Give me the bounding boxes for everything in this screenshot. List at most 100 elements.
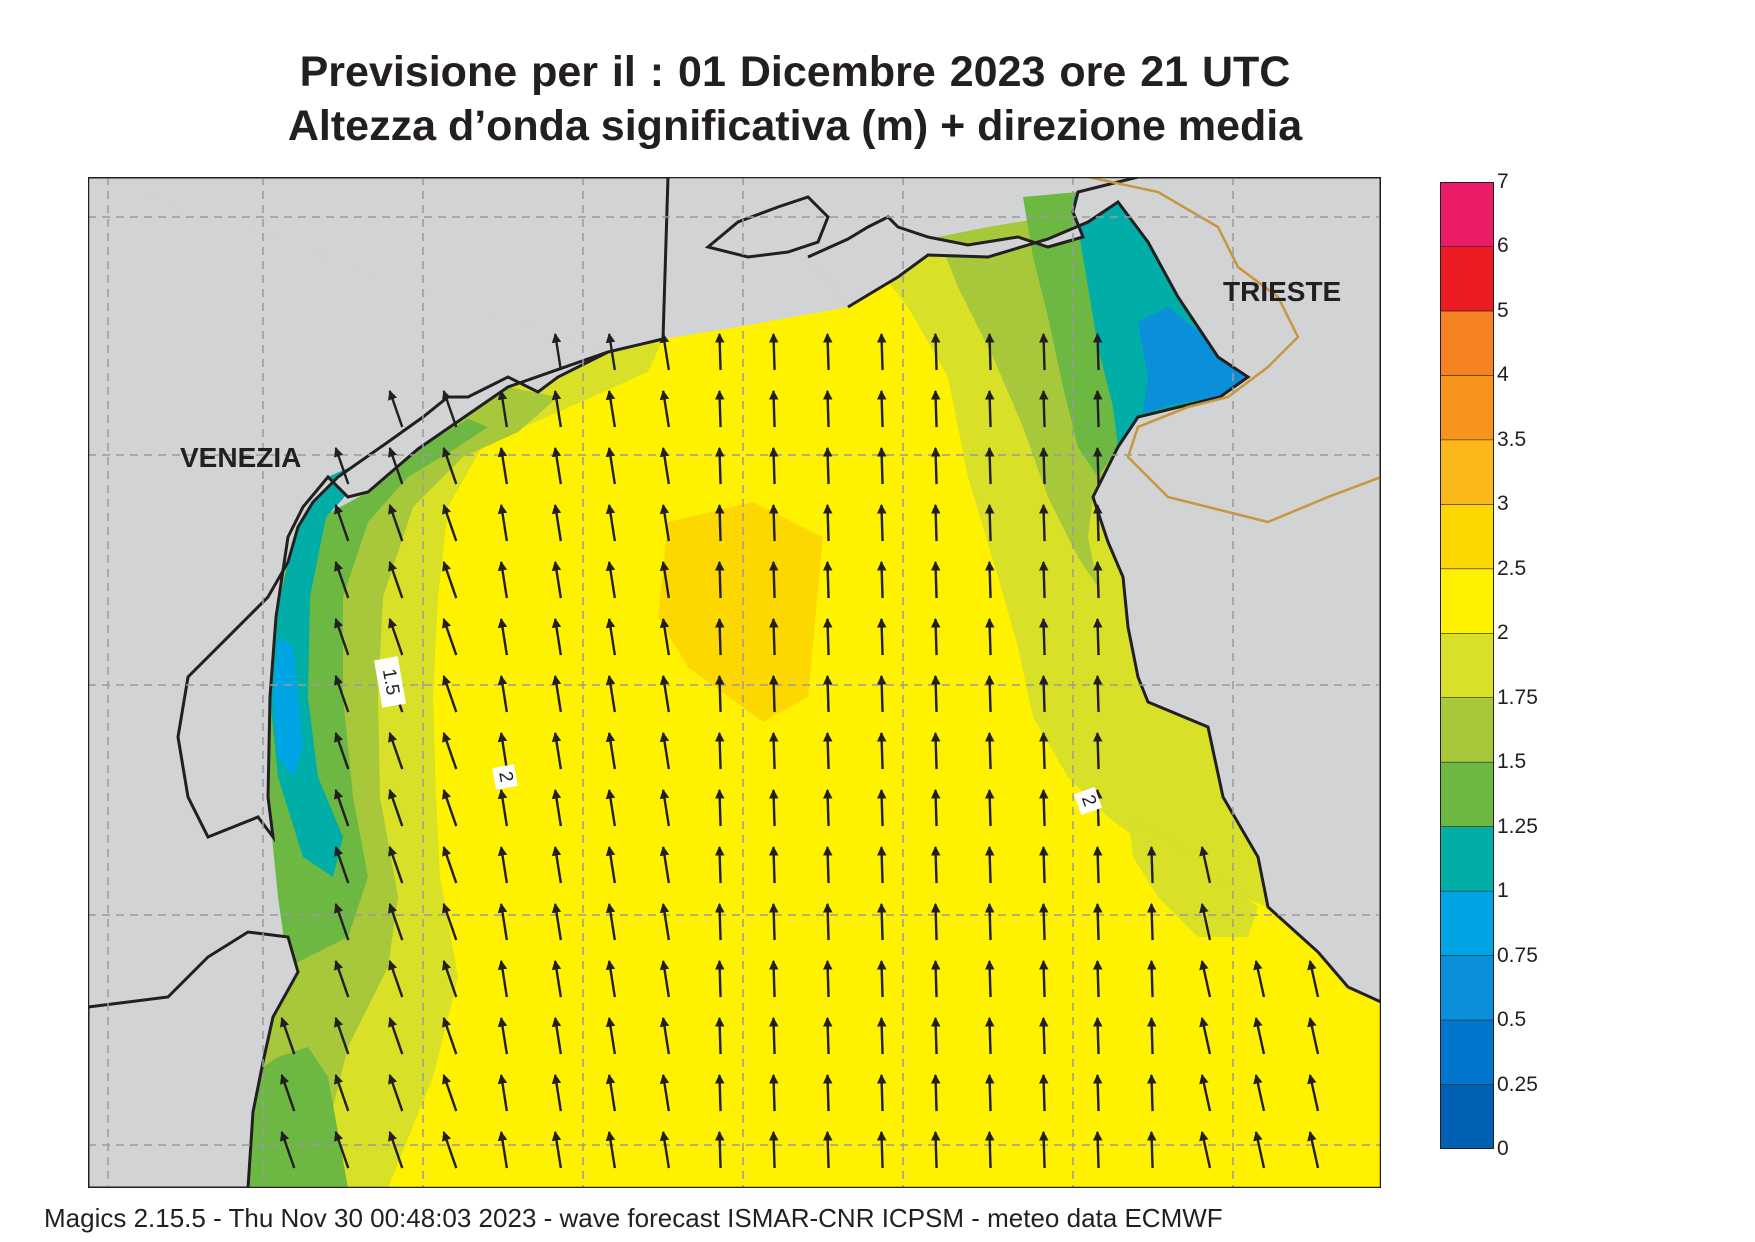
- wave-direction-arrow: [1038, 902, 1049, 941]
- wave-direction-arrow: [714, 1130, 725, 1169]
- wave-direction-arrow: [714, 902, 725, 941]
- contour-label-2-east: 2: [1073, 786, 1103, 816]
- wave-direction-arrow: [768, 389, 779, 428]
- wave-direction-arrow: [1038, 959, 1049, 998]
- wave-direction-arrow: [714, 845, 725, 884]
- wave-direction-arrow: [822, 788, 833, 827]
- legend-label: 1.25: [1497, 814, 1538, 838]
- wave-direction-arrow: [768, 1073, 779, 1112]
- legend-label: 0.25: [1497, 1072, 1538, 1096]
- wave-direction-arrow: [659, 846, 671, 884]
- legend-label: 4: [1497, 363, 1509, 387]
- wave-direction-arrow: [768, 1130, 779, 1169]
- wave-direction-arrow: [714, 788, 725, 827]
- wave-direction-arrow: [442, 846, 458, 884]
- wave-direction-arrow: [768, 674, 779, 713]
- wave-direction-arrow: [1199, 960, 1212, 998]
- wave-direction-arrow: [659, 504, 671, 542]
- wave-direction-arrow: [605, 1131, 617, 1169]
- wave-direction-arrow: [659, 1131, 671, 1169]
- wave-direction-arrow: [280, 1074, 296, 1112]
- wave-direction-arrow: [1038, 1130, 1049, 1169]
- wave-direction-arrow: [334, 618, 350, 656]
- wave-direction-arrow: [1092, 1130, 1103, 1169]
- wave-direction-arrow: [1199, 846, 1212, 884]
- wave-direction-arrow: [605, 675, 617, 713]
- wave-direction-arrow: [1092, 1016, 1103, 1055]
- wave-direction-arrow: [768, 446, 779, 485]
- wave-direction-arrow: [1146, 959, 1157, 998]
- wave-direction-arrow: [1038, 731, 1049, 770]
- wave-direction-arrow: [388, 561, 404, 599]
- wave-direction-arrow: [768, 959, 779, 998]
- wave-direction-arrow: [822, 1130, 833, 1169]
- wave-direction-arrow: [930, 845, 941, 884]
- wave-direction-arrow: [280, 1017, 296, 1055]
- wave-direction-arrow: [876, 959, 887, 998]
- wave-direction-arrow: [768, 560, 779, 599]
- wave-direction-arrow: [930, 902, 941, 941]
- wave-direction-arrow: [1038, 617, 1049, 656]
- legend-swatch: [1440, 1084, 1494, 1149]
- wave-direction-arrow: [822, 845, 833, 884]
- wave-direction-arrow: [388, 447, 404, 485]
- contour-label-2-west: 2: [492, 764, 518, 790]
- legend-swatch: [1440, 1020, 1494, 1086]
- legend-swatch: [1440, 826, 1494, 892]
- legend-swatch: [1440, 246, 1494, 312]
- contour-band-se-1.75: [1128, 817, 1258, 937]
- wave-direction-arrow: [1092, 389, 1103, 428]
- wave-direction-arrow: [442, 504, 458, 542]
- wave-direction-arrow: [334, 903, 350, 941]
- legend-label: 5: [1497, 298, 1509, 322]
- wave-direction-arrow: [605, 846, 617, 884]
- trieste-land: [807, 177, 1381, 1004]
- wave-direction-arrow: [930, 503, 941, 542]
- wave-direction-arrow: [659, 732, 671, 770]
- wave-direction-arrow: [659, 903, 671, 941]
- wave-direction-arrow: [984, 1073, 995, 1112]
- map-title: Previsione per il : 01 Dicembre 2023 ore…: [299, 48, 1291, 96]
- wave-direction-arrow: [930, 389, 941, 428]
- legend-label: 2.5: [1497, 556, 1527, 580]
- wave-direction-arrow: [1092, 446, 1103, 485]
- wave-direction-arrow: [334, 960, 350, 998]
- wave-direction-arrow: [876, 902, 887, 941]
- wave-direction-arrow: [822, 332, 833, 371]
- legend-swatch: [1440, 310, 1494, 376]
- wave-direction-arrow: [442, 1017, 458, 1055]
- wave-direction-arrow: [497, 732, 509, 770]
- wave-direction-arrow: [714, 560, 725, 599]
- place-label-trieste: TRIESTE: [1223, 276, 1341, 307]
- wave-direction-arrow: [1146, 1073, 1157, 1112]
- wave-direction-arrow: [876, 560, 887, 599]
- wave-direction-arrow: [334, 1131, 350, 1169]
- wave-direction-arrow: [442, 675, 458, 713]
- wave-direction-arrow: [1038, 446, 1049, 485]
- legend-label: 0: [1497, 1137, 1509, 1160]
- wave-direction-arrow: [984, 788, 995, 827]
- wave-direction-arrows: [280, 332, 1320, 1169]
- contour-band-east-0.75: [1138, 307, 1248, 413]
- wave-direction-arrow: [497, 1131, 509, 1169]
- wave-direction-arrow: [1199, 1017, 1212, 1055]
- wave-direction-arrow: [822, 1073, 833, 1112]
- wave-direction-arrow: [388, 618, 404, 656]
- wave-direction-arrow: [659, 1017, 671, 1055]
- wave-direction-arrow: [930, 1016, 941, 1055]
- wave-direction-arrow: [984, 959, 995, 998]
- wave-direction-arrow: [714, 446, 725, 485]
- wave-direction-arrow: [930, 1073, 941, 1112]
- wave-direction-arrow: [605, 732, 617, 770]
- wave-direction-arrow: [984, 845, 995, 884]
- wave-direction-arrow: [334, 846, 350, 884]
- wave-direction-arrow: [334, 675, 350, 713]
- wave-direction-arrow: [1092, 503, 1103, 542]
- legend-label: 2: [1497, 621, 1509, 645]
- wave-direction-arrow: [605, 1017, 617, 1055]
- wave-direction-arrow: [984, 332, 995, 371]
- wave-direction-arrow: [930, 788, 941, 827]
- wave-direction-arrow: [388, 1131, 404, 1169]
- wave-direction-arrow: [822, 617, 833, 656]
- wave-direction-arrow: [768, 503, 779, 542]
